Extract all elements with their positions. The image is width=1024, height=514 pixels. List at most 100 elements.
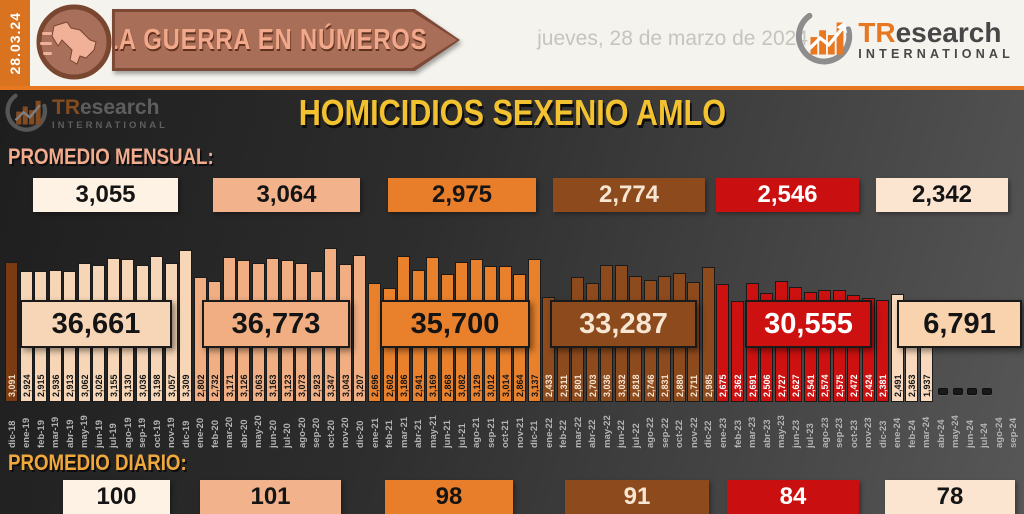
bar-dic-22: 2,985	[701, 267, 715, 402]
month-label-jun-22: jun-22	[616, 420, 628, 448]
bar-value-abr-21: 2,941	[413, 374, 424, 397]
month-label-abr-20: abr-20	[238, 419, 250, 448]
month-label-nov-22: nov-22	[688, 417, 700, 448]
bar-value-dic-22: 2,985	[703, 374, 714, 397]
placeholder-dash-jun-24	[967, 388, 978, 395]
bar-dic-18: 3,091	[5, 261, 18, 402]
daily-average-1: 100	[63, 480, 170, 514]
placeholder-dash-may-24	[952, 388, 963, 395]
month-label-nov-19: nov-19	[166, 417, 178, 448]
year-total-2019: 36,661	[20, 300, 172, 348]
brand-rest: esearch	[895, 17, 1002, 48]
bar-value-sep-23: 2,575	[834, 374, 845, 397]
month-label-may-23: may-23	[776, 415, 788, 448]
bar-dic-20: 3,207	[353, 255, 367, 402]
month-label-abr-22: abr-22	[587, 419, 599, 448]
bar-value-ago-20: 3,073	[297, 374, 308, 397]
bar-dic-19: 3,309	[179, 249, 193, 402]
bar-value-jun-23: 2,627	[791, 374, 802, 397]
bar-value-dic-21: 3,137	[529, 374, 540, 397]
page-title: HOMICIDIOS SEXENIO AMLO	[298, 92, 726, 133]
bar-value-nov-19: 3,057	[166, 374, 177, 397]
bar-value-nov-21: 2,864	[515, 374, 526, 397]
daily-average-2: 101	[200, 480, 341, 514]
month-label-dic-21: dic-21	[529, 420, 541, 448]
bar-value-oct-22: 2,880	[674, 374, 685, 397]
month-label-mar-23: mar-23	[747, 416, 759, 448]
month-label-jun-23: jun-23	[790, 420, 802, 448]
tresearch-logo: TResearch INTERNATIONAL	[794, 8, 1014, 70]
month-label-ago-22: ago-22	[645, 417, 657, 448]
year-total-2021: 35,700	[380, 300, 530, 348]
date-strip: 28.03.24	[0, 0, 30, 86]
placeholder-dash-jul-24	[981, 388, 992, 395]
month-label-ene-19: ene-19	[21, 417, 33, 448]
month-label-feb-21: feb-21	[384, 420, 396, 448]
bar-value-mar-19: 2,936	[50, 374, 61, 397]
bar-value-abr-23: 2,506	[762, 374, 773, 397]
tresearch-chart-icon	[796, 12, 853, 65]
bar-value-ene-23: 2,675	[718, 374, 729, 397]
bar-value-dic-23: 2,381	[878, 374, 889, 397]
month-label-jul-22: jul-22	[630, 423, 642, 448]
month-label-ago-20: ago-20	[296, 417, 308, 448]
daily-average-3: 98	[385, 480, 513, 514]
month-label-feb-23: feb-23	[732, 420, 744, 448]
bar-value-oct-20: 3,347	[326, 374, 337, 397]
brand-tr: TR	[858, 17, 896, 48]
bar-value-sep-20: 2,923	[311, 374, 322, 397]
month-label-mar-22: mar-22	[572, 416, 584, 448]
bar-value-dic-19: 3,309	[181, 374, 192, 397]
month-label-jun-20: jun-20	[267, 420, 279, 448]
bar-value-ene-24: 2,491	[892, 374, 903, 397]
bar-value-abr-22: 2,703	[587, 374, 598, 397]
bar-value-dic-20: 3,207	[355, 374, 366, 397]
month-label-ene-22: ene-22	[543, 417, 555, 448]
orange-divider	[0, 86, 1024, 90]
bar-value-ene-19: 2,924	[21, 374, 32, 397]
bar-value-ago-23: 2,574	[820, 374, 831, 397]
month-label-jun-24: jun-24	[964, 420, 976, 448]
year-total-2020: 36,773	[202, 300, 350, 348]
bar-value-nov-23: 2,424	[863, 374, 874, 397]
bar-value-dic-18: 3,091	[7, 374, 17, 397]
chart-panel: TResearch INTERNATIONAL HOMICIDIOS SEXEN…	[0, 90, 1024, 514]
month-label-may-24: may-24	[950, 415, 962, 448]
banner: LA GUERRA EN NÚMEROS	[112, 9, 460, 71]
daily-average-4: 91	[565, 480, 709, 514]
bar-value-nov-22: 2,711	[689, 374, 700, 397]
month-label-abr-21: abr-21	[413, 419, 425, 448]
bar-value-jun-22: 3,032	[616, 374, 627, 397]
bar-value-abr-19: 2,913	[65, 374, 76, 397]
month-label-ago-21: ago-21	[471, 417, 483, 448]
month-label-dic-20: dic-20	[354, 420, 366, 448]
bar-value-mar-20: 3,171	[224, 374, 235, 397]
monthly-average-4: 2,774	[553, 178, 705, 212]
monthly-average-6: 2,342	[876, 178, 1008, 212]
month-label-ene-20: ene-20	[195, 417, 207, 448]
bar-value-ene-21: 2,696	[370, 374, 380, 397]
month-label-dic-23: dic-23	[877, 420, 889, 448]
bar-value-feb-23: 2,362	[733, 374, 743, 397]
bar-dic-23: 2,381	[876, 300, 890, 402]
year-total-2022: 33,287	[550, 300, 697, 348]
month-label-feb-22: feb-22	[558, 420, 570, 448]
bar-value-may-23: 2,727	[776, 374, 787, 397]
month-label-nov-20: nov-20	[340, 417, 352, 448]
month-label-feb-19: feb-19	[35, 420, 47, 448]
mexico-map-icon	[34, 2, 114, 82]
month-label-jul-19: jul-19	[108, 423, 120, 448]
monthly-average-2: 3,064	[213, 178, 360, 212]
month-label-ene-24: ene-24	[892, 417, 904, 448]
month-label-oct-22: oct-22	[674, 420, 686, 448]
daily-average-label: PROMEDIO DIARIO:	[8, 450, 187, 475]
bar-value-jun-19: 3,026	[94, 374, 105, 397]
bar-value-may-22: 3,036	[602, 374, 613, 397]
bar-value-sep-19: 3,036	[137, 374, 148, 397]
bar-value-mar-24: 1,937	[921, 374, 932, 397]
month-label-dic-19: dic-19	[180, 420, 192, 448]
banner-body: LA GUERRA EN NÚMEROS	[115, 12, 457, 68]
month-label-sep-21: sep-21	[485, 417, 497, 448]
month-label-jun-19: jun-19	[93, 420, 105, 448]
month-label-oct-21: oct-21	[500, 420, 512, 448]
